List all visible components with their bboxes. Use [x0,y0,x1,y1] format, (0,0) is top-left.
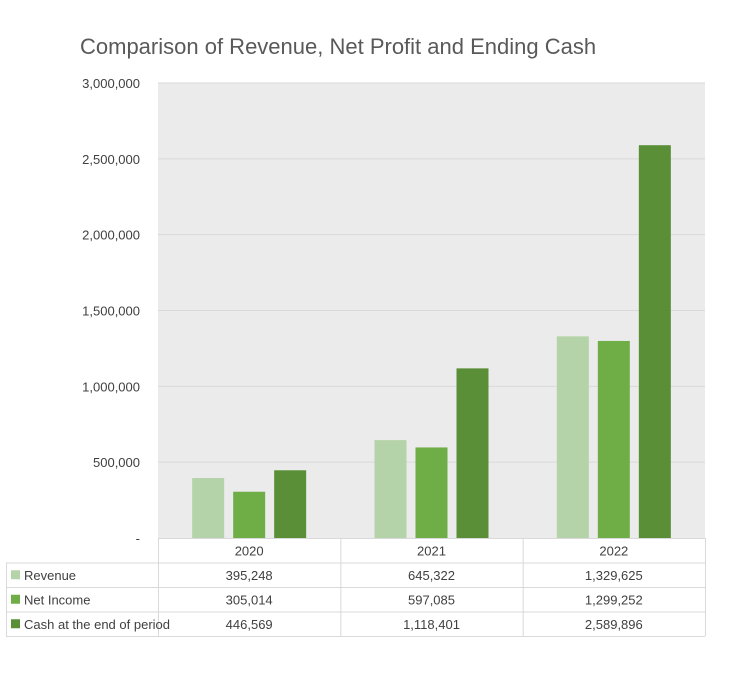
y-tick-label: - [136,531,140,546]
bar [415,447,448,538]
bar [192,478,225,538]
data-label: 1,329,625 [585,568,643,583]
x-tick-label: 2020 [235,543,264,558]
bar [556,336,589,538]
y-tick-label: 2,000,000 [82,228,140,243]
data-label: 1,299,252 [585,592,643,607]
y-tick-label: 1,500,000 [82,304,140,319]
bar [233,491,266,538]
chart-title: Comparison of Revenue, Net Profit and En… [80,34,596,59]
data-label: 395,248 [226,568,273,583]
bar [597,340,630,538]
y-tick-label: 2,500,000 [82,152,140,167]
data-label: 1,118,401 [403,617,460,632]
legend-swatch [11,594,20,604]
legend-swatch [11,570,20,580]
bar [456,368,489,538]
x-tick-label: 2022 [599,543,628,558]
bar [638,145,671,539]
y-tick-label: 3,000,000 [82,76,140,91]
legend-swatch [11,619,20,629]
data-label: 446,569 [226,617,273,632]
bar [274,470,307,538]
data-table: 2020 2021 2022 Revenue 395,248 645,322 1,329,6… [6,538,706,637]
data-label: 597,085 [408,592,455,607]
plot-area: - 500,000 1,000,000 1,500,000 2,000,000 2,500… [82,76,705,546]
y-tick-label: 500,000 [93,455,140,470]
x-tick-label: 2021 [417,543,446,558]
data-label: 645,322 [408,568,455,583]
legend-label: Revenue [24,568,76,583]
legend-label: Net Income [24,592,90,607]
y-tick-label: 1,000,000 [82,379,140,394]
legend-label: Cash at the end of period [24,617,170,632]
data-label: 2,589,896 [585,617,643,632]
data-label: 305,014 [226,592,273,607]
bar [374,440,407,538]
